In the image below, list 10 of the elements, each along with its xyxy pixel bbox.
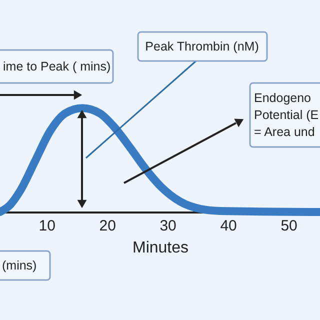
x-tick-label: 30 bbox=[160, 218, 176, 234]
x-tick-label: 40 bbox=[220, 218, 237, 234]
x-tick-label: 10 bbox=[38, 218, 56, 234]
x-axis-title: Minutes bbox=[132, 240, 189, 256]
annotation: Endogeno Potential (E = Area und bbox=[254, 91, 319, 139]
x-tick-label: 50 bbox=[280, 218, 298, 234]
text: ime to Peak ( mins) bbox=[3, 60, 111, 74]
x-tick-label: 20 bbox=[99, 218, 116, 234]
text: Peak Thrombin (nM) bbox=[145, 40, 259, 54]
text: (mins) bbox=[2, 258, 37, 272]
